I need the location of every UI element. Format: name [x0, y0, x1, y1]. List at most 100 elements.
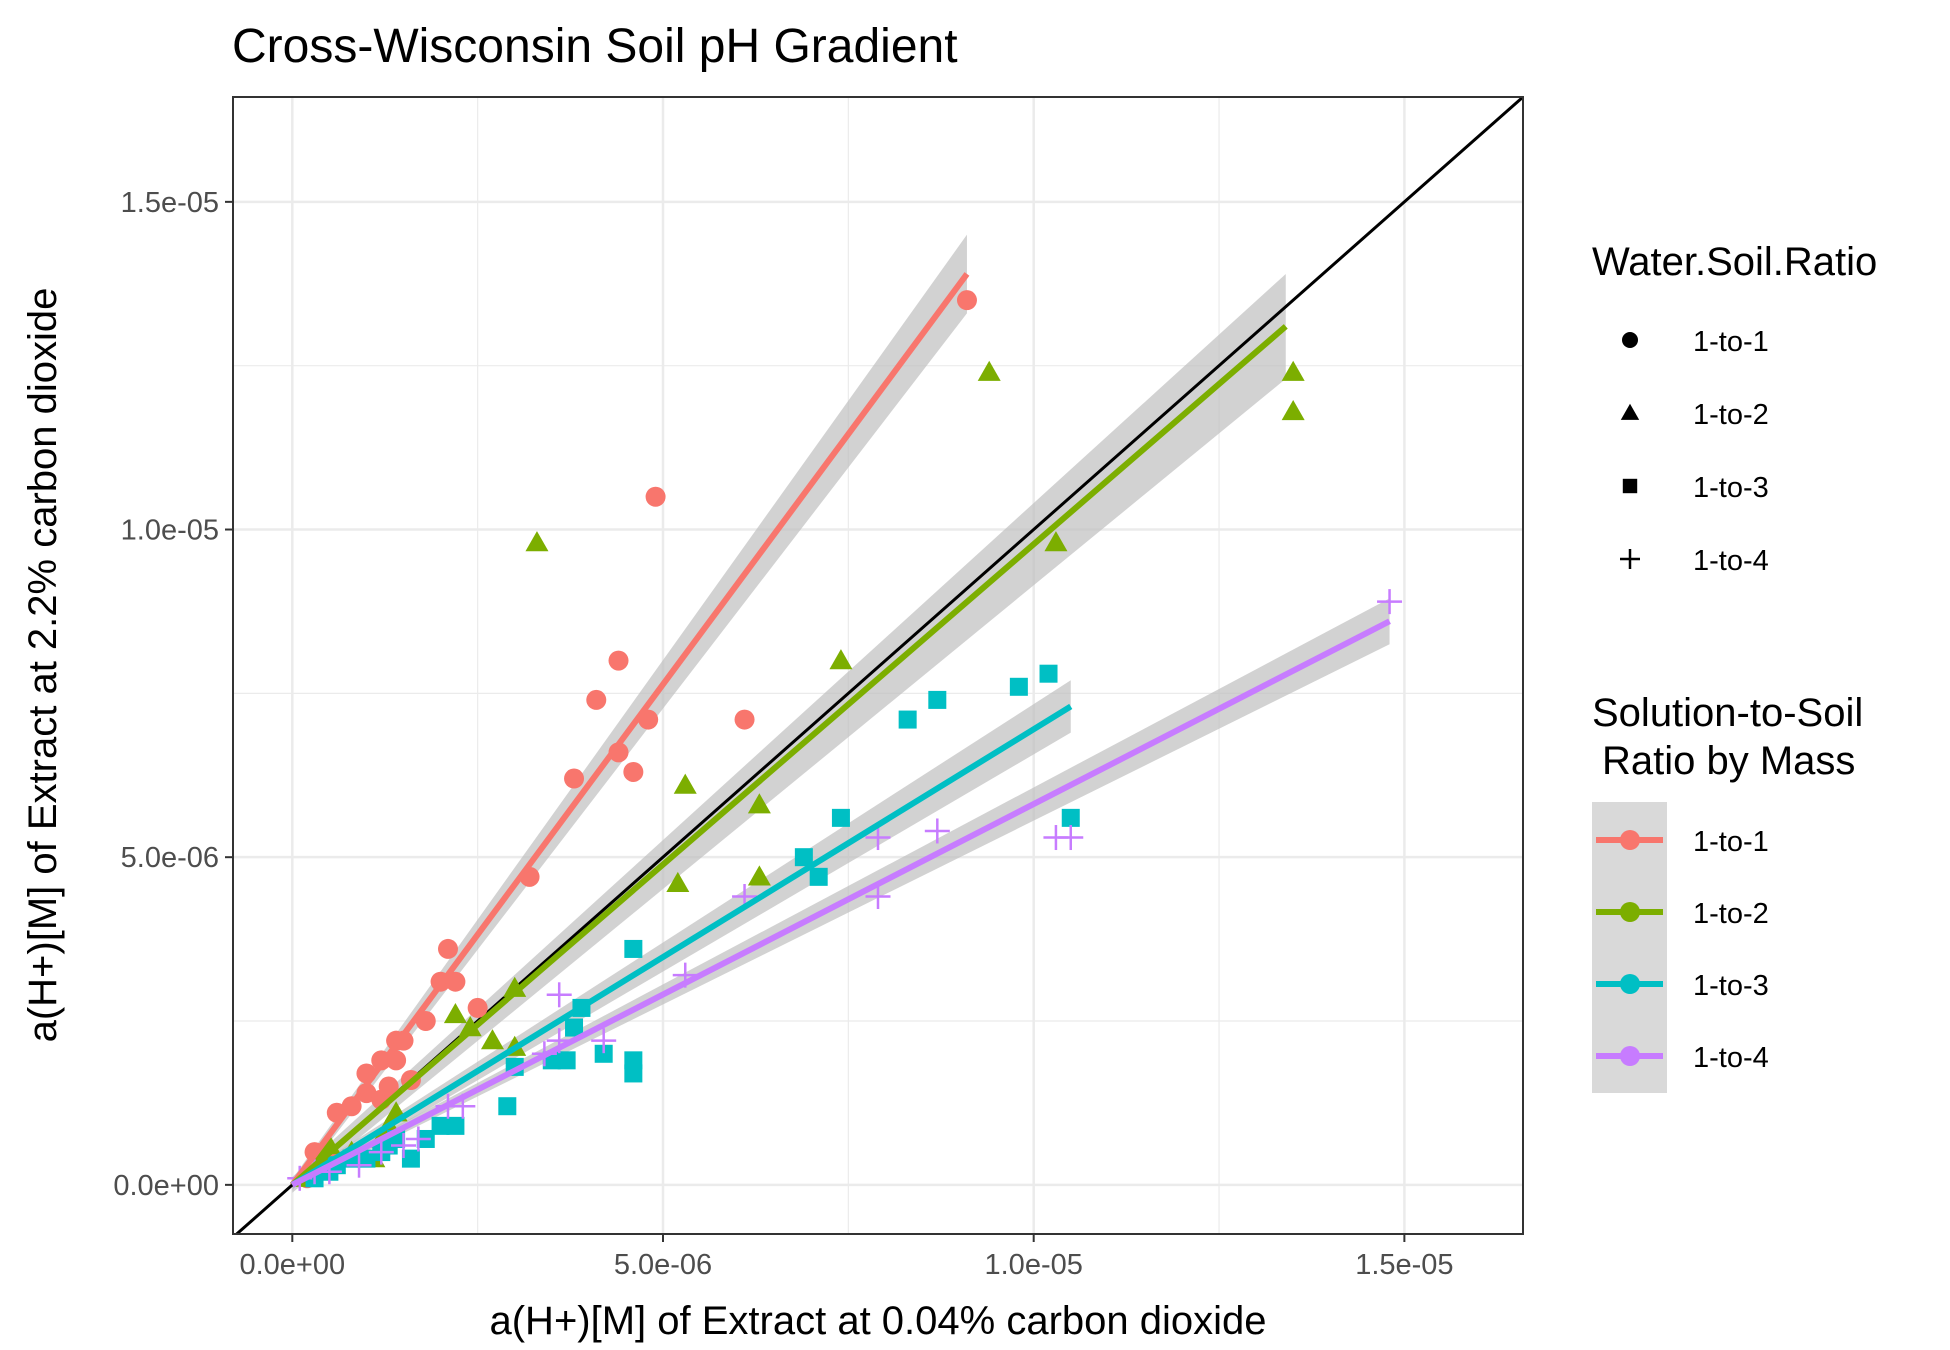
point-1-to-2	[829, 649, 853, 670]
point-1-to-2	[458, 1016, 482, 1037]
fit-line-1-to-4	[290, 618, 1391, 1188]
legend-shape-label: 1-to-4	[1693, 545, 1769, 577]
legend-color-dot	[1620, 902, 1640, 922]
legend-color-title-line2: Ratio by Mass	[1602, 739, 1855, 783]
legend-color-dot	[1620, 974, 1640, 994]
point-1-to-2	[525, 531, 549, 552]
point-1-to-3	[1039, 664, 1058, 683]
fit-line-1-to-3	[290, 703, 1073, 1188]
legend-shape-label: 1-to-2	[1693, 399, 1769, 431]
point-1-to-4	[346, 1152, 372, 1178]
confidence-band	[292, 234, 967, 1191]
confidence-band	[292, 680, 1071, 1189]
point-1-to-2	[1044, 531, 1068, 552]
point-1-to-1	[608, 650, 629, 671]
y-tick-label: 1.0e-05	[121, 515, 219, 547]
x-tick-label: 0.0e+00	[239, 1249, 345, 1281]
point-1-to-3	[498, 1097, 517, 1116]
x-axis-title: a(H+)[M] of Extract at 0.04% carbon diox…	[489, 1299, 1266, 1343]
point-1-to-3	[446, 1116, 465, 1135]
point-1-to-3	[794, 848, 813, 867]
point-1-to-2	[747, 865, 771, 886]
point-1-to-4	[405, 1126, 431, 1152]
point-1-to-4	[924, 818, 950, 844]
y-axis-title: a(H+)[M] of Extract at 2.2% carbon dioxi…	[21, 288, 65, 1043]
legend-color-label: 1-to-2	[1693, 898, 1769, 930]
legend-key-background	[1592, 802, 1667, 1093]
x-axis-ticks: 0.0e+00 5.0e-06 1.0e-05 1.5e-05	[239, 1234, 1454, 1281]
fit-line-1-to-2	[290, 324, 1288, 1188]
point-1-to-2	[747, 793, 771, 814]
point-1-to-3	[1061, 808, 1080, 827]
point-1-to-4	[546, 982, 572, 1008]
plot-border	[232, 96, 1524, 1235]
point-1-to-3	[831, 808, 850, 827]
point-1-to-3	[557, 1051, 576, 1070]
legend-color: Solution-to-Soil Ratio by Mass 1-to-1 1-t…	[1592, 691, 1863, 1093]
point-1-to-4	[591, 1028, 617, 1054]
x-tick-label: 5.0e-06	[614, 1249, 712, 1281]
legend-shape-key	[1620, 549, 1640, 569]
point-1-to-1	[467, 997, 488, 1018]
legend-color-dot	[1620, 1046, 1640, 1066]
x-tick-label: 1.0e-05	[985, 1249, 1083, 1281]
point-1-to-3	[431, 1116, 450, 1135]
confidence-band	[292, 273, 1286, 1193]
y-axis-ticks: 0.0e+00 5.0e-06 1.0e-05 1.5e-05	[113, 187, 233, 1202]
legend-shape-label: 1-to-3	[1693, 472, 1769, 504]
grid-lines	[233, 97, 1523, 1234]
y-tick-label: 1.5e-05	[121, 187, 219, 219]
point-1-to-3	[594, 1044, 613, 1063]
fit-lines	[289, 272, 1391, 1188]
legend-shape-label: 1-to-1	[1693, 326, 1769, 358]
point-1-to-1	[956, 290, 977, 311]
point-1-to-2	[443, 1002, 467, 1024]
point-1-to-3	[624, 939, 643, 958]
legend-color-label: 1-to-1	[1693, 826, 1769, 858]
point-1-to-3	[624, 1064, 643, 1083]
legend-shape-key	[1622, 332, 1638, 348]
point-1-to-2	[480, 1029, 504, 1050]
point-1-to-1	[645, 486, 666, 507]
point-1-to-1	[564, 768, 585, 789]
fit-line-1-to-1	[289, 272, 970, 1187]
point-1-to-4	[1058, 825, 1084, 851]
legend-shape-key	[1620, 403, 1640, 420]
point-1-to-3	[1009, 677, 1028, 696]
point-1-to-2	[977, 360, 1001, 381]
legend-color-label: 1-to-3	[1693, 970, 1769, 1002]
point-1-to-1	[438, 938, 458, 959]
legend-color-title-line1: Solution-to-Soil	[1592, 691, 1863, 735]
point-1-to-2	[503, 976, 527, 997]
point-1-to-4	[368, 1139, 394, 1165]
point-1-to-3	[928, 690, 947, 709]
point-1-to-3	[357, 1149, 376, 1168]
point-1-to-1	[378, 1076, 399, 1097]
chart-title: Cross-Wisconsin Soil pH Gradient	[232, 20, 958, 73]
point-1-to-2	[1281, 400, 1305, 421]
legend-shape-key	[1622, 478, 1638, 494]
point-1-to-2	[673, 773, 697, 794]
point-1-to-1	[445, 971, 466, 992]
point-1-to-1	[734, 709, 755, 730]
x-tick-label: 1.5e-05	[1355, 1249, 1453, 1281]
point-1-to-4	[1377, 589, 1403, 615]
point-1-to-4	[865, 884, 891, 910]
legend-color-label: 1-to-4	[1693, 1042, 1769, 1074]
point-1-to-2	[666, 871, 690, 893]
y-tick-label: 5.0e-06	[121, 842, 219, 874]
point-1-to-3	[565, 1018, 584, 1037]
point-1-to-4	[865, 825, 891, 851]
y-tick-label: 0.0e+00	[113, 1170, 219, 1202]
point-1-to-3	[401, 1149, 420, 1168]
legend-color-dot	[1620, 830, 1640, 850]
point-1-to-2	[1281, 360, 1305, 381]
point-1-to-1	[586, 689, 607, 710]
point-1-to-1	[623, 761, 644, 782]
legend-shape-title: Water.Soil.Ratio	[1592, 240, 1877, 284]
point-1-to-3	[898, 710, 917, 729]
point-1-to-4	[391, 1133, 417, 1159]
point-1-to-3	[809, 867, 828, 886]
legend-shape: Water.Soil.Ratio 1-to-1 1-to-2 1-to-3 1-to-…	[1592, 240, 1877, 577]
